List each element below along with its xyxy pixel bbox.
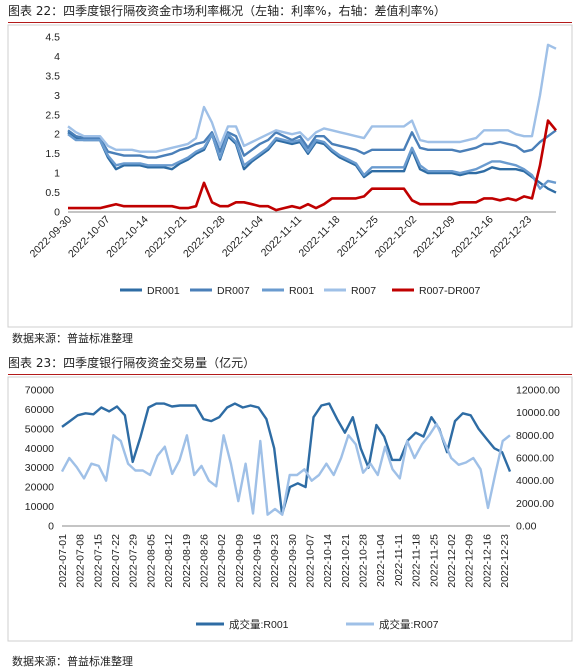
- chart1-series-r007-dr007: [68, 119, 558, 212]
- chart1-x-tick: 2022-12-23: [488, 214, 535, 261]
- chart1-plot: 00.511.522.533.544.52022-09-302022-10-07…: [7, 24, 573, 328]
- chart2-series-r007: [60, 422, 511, 516]
- chart2-x-tick: 2022-08-05: [145, 534, 157, 588]
- chart1-legend-label: R007: [351, 285, 376, 297]
- chart1-series-r007: [67, 43, 557, 153]
- chart1-y-tick: 4: [54, 51, 60, 63]
- chart2-x-tick: 2022-07-29: [128, 534, 140, 588]
- chart1-legend-label: R007-DR007: [419, 285, 480, 297]
- chart2-title-rule: [8, 374, 572, 375]
- chart1-y-tick: 4.5: [45, 32, 60, 44]
- chart1-series-r001: [67, 132, 557, 190]
- chart2-frame: [7, 376, 573, 642]
- chart2-source: 数据来源：普益标准整理: [12, 655, 133, 668]
- chart2-y-tick-right: 12000.00: [516, 385, 560, 397]
- chart1-frame: [7, 24, 573, 328]
- chart2-x-tick: 2022-12-23: [499, 534, 511, 588]
- chart2-y-tick-left: 10000: [25, 501, 54, 513]
- chart2-title: 图表 23：四季度银行隔夜资金交易量（亿元）: [8, 356, 256, 370]
- chart1-y-tick: 0: [54, 207, 60, 219]
- chart1-legend-label: DR007: [217, 285, 250, 297]
- chart2-x-tick: 2022-10-28: [358, 534, 370, 588]
- chart1-y-tick: 3.5: [45, 70, 60, 82]
- chart2-y-tick-right: 8000.00: [516, 430, 554, 442]
- chart2-y-tick-left: 40000: [25, 443, 54, 455]
- chart2-x-tick: 2022-07-01: [57, 534, 69, 588]
- chart1-title-rule: [8, 22, 572, 23]
- chart1-y-tick: 0.5: [45, 187, 60, 199]
- chart1-y-tick: 1.5: [45, 148, 60, 160]
- chart2-x-tick: 2022-12-09: [464, 534, 476, 588]
- chart2-y-tick-right: 2000.00: [516, 498, 554, 510]
- chart2-y-tick-right: 4000.00: [516, 475, 554, 487]
- chart2-y-tick-left: 0: [48, 521, 54, 533]
- chart1-source: 数据来源：普益标准整理: [12, 332, 133, 345]
- chart1-title: 图表 22：四季度银行隔夜资金市场利率概况（左轴：利率%，右轴：差值利率%）: [8, 4, 446, 18]
- chart2-x-tick: 2022-07-08: [75, 534, 87, 588]
- chart2-y-tick-left: 20000: [25, 482, 54, 494]
- chart2-x-tick: 2022-10-14: [322, 534, 334, 588]
- chart2-y-tick-left: 70000: [25, 385, 54, 397]
- chart1-x-tick: 2022-11-04: [220, 214, 266, 260]
- chart2-x-tick: 2022-12-02: [446, 534, 458, 588]
- chart2-x-tick: 2022-11-25: [428, 534, 440, 587]
- chart2-x-tick: 2022-08-12: [163, 534, 175, 588]
- chart2-x-tick: 2022-09-23: [269, 534, 281, 588]
- chart2-x-tick: 2022-07-22: [110, 534, 122, 588]
- chart2-x-tick: 2022-09-09: [234, 534, 246, 588]
- chart2-y-tick-left: 60000: [25, 404, 54, 416]
- chart2-y-tick-left: 50000: [25, 423, 54, 435]
- chart1-y-tick: 3: [54, 90, 60, 102]
- chart1-y-tick: 2.5: [45, 109, 60, 121]
- chart2-x-tick: 2022-10-21: [340, 534, 352, 588]
- chart2-x-tick: 2022-07-15: [92, 534, 104, 588]
- chart2-legend-label: 成交量:R007: [379, 618, 439, 631]
- chart2-x-tick: 2022-09-16: [251, 534, 263, 588]
- chart2-x-tick: 2022-11-18: [411, 534, 423, 587]
- chart2-legend-label: 成交量:R001: [229, 618, 289, 631]
- chart2-x-tick: 2022-11-04: [375, 534, 387, 587]
- chart2-x-tick: 2022-09-02: [216, 534, 228, 588]
- chart2-x-tick: 2022-11-11: [393, 534, 405, 586]
- chart1-legend-label: DR001: [147, 285, 180, 297]
- chart2-x-tick: 2022-09-30: [287, 534, 299, 588]
- chart1-legend-label: R001: [289, 285, 314, 297]
- chart2-y-tick-right: 0.00: [516, 521, 537, 533]
- chart2-x-tick: 2022-12-16: [481, 534, 493, 588]
- chart1-y-tick: 1: [54, 168, 60, 180]
- chart2-plot: 0 10000 20000 30000 40000 50000 60000 70000 0.00…: [7, 376, 573, 642]
- chart2-x-tick: 2022-08-19: [181, 534, 193, 588]
- chart2-y-tick-right: 10000.00: [516, 407, 560, 419]
- chart2-x-tick: 2022-10-07: [305, 534, 317, 588]
- chart1-y-tick: 2: [54, 129, 60, 141]
- chart1-series-dr007: [67, 129, 557, 159]
- chart2-y-tick-right: 6000.00: [516, 453, 554, 465]
- chart2-y-tick-left: 30000: [25, 462, 54, 474]
- chart2-x-tick: 2022-08-26: [198, 534, 210, 588]
